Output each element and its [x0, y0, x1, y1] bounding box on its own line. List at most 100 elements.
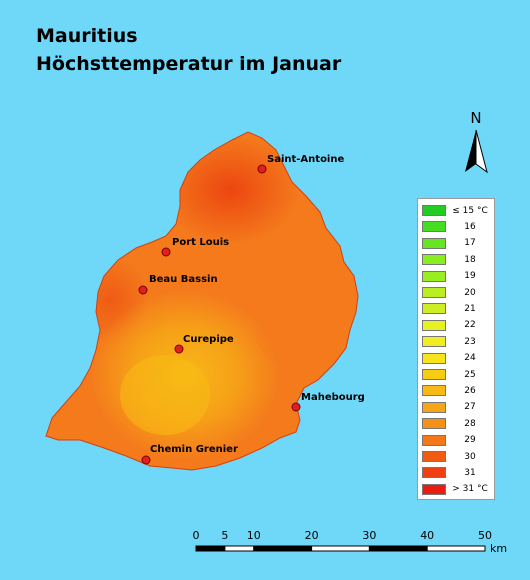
city-curepipe[interactable]: Curepipe — [174, 334, 234, 354]
city-marker[interactable] — [291, 402, 301, 412]
temperature-zone-east — [255, 290, 345, 370]
legend-item: 16 — [422, 219, 494, 234]
scale-tick-label: 10 — [247, 529, 261, 542]
legend-swatch — [422, 483, 446, 495]
legend-item: 26 — [422, 383, 494, 398]
legend-swatch — [422, 418, 446, 430]
legend-swatch — [422, 221, 446, 233]
legend-label: 30 — [464, 451, 476, 462]
north-label: N — [470, 109, 481, 127]
legend-swatch — [422, 336, 446, 348]
legend-item: 19 — [422, 269, 494, 284]
temperature-zone-north-hot — [160, 135, 300, 245]
city-label-curepipe: Curepipe — [183, 334, 234, 345]
legend-label: 16 — [464, 221, 476, 232]
scale-segment — [253, 545, 313, 552]
city-saint-antoine[interactable]: Saint-Antoine — [257, 154, 344, 174]
scale-tick-label: 20 — [305, 529, 319, 542]
city-marker[interactable] — [161, 247, 171, 257]
legend-swatch — [422, 319, 446, 331]
legend-item: 21 — [422, 301, 494, 316]
legend-swatch — [422, 352, 446, 364]
legend-label: 20 — [464, 287, 476, 298]
title-subject: Höchsttemperatur im Januar — [36, 53, 342, 75]
legend-label: 17 — [464, 238, 476, 249]
legend-item: ≤ 15 °C — [422, 203, 494, 218]
legend-label: 25 — [464, 369, 476, 380]
legend-item: 31 — [422, 465, 494, 480]
scale-tick-label: 40 — [420, 529, 434, 542]
city-mahebourg[interactable]: Mahebourg — [291, 392, 365, 412]
legend-label: 18 — [464, 254, 476, 265]
scale-segment — [195, 545, 226, 552]
legend-item: 29 — [422, 433, 494, 448]
legend-label: 22 — [464, 320, 476, 331]
city-marker[interactable] — [174, 344, 184, 354]
city-label-saint-antoine: Saint-Antoine — [267, 154, 344, 165]
legend-item: 25 — [422, 367, 494, 382]
legend-swatch — [422, 254, 446, 266]
legend-label: 26 — [464, 385, 476, 396]
city-beau-bassin[interactable]: Beau Bassin — [138, 274, 218, 295]
legend-item: 24 — [422, 351, 494, 366]
city-label-chemin-grenier: Chemin Grenier — [150, 444, 238, 455]
legend-label: 24 — [464, 353, 476, 364]
city-port-louis[interactable]: Port Louis — [161, 237, 229, 257]
legend-swatch — [422, 467, 446, 479]
island-mauritius — [45, 131, 359, 471]
title-country: Mauritius — [36, 25, 138, 47]
legend-swatch — [422, 434, 446, 446]
city-marker[interactable] — [141, 455, 151, 465]
legend-label: 29 — [464, 435, 476, 446]
scale-segment — [426, 545, 486, 552]
legend-swatch — [422, 369, 446, 380]
legend-label: 27 — [464, 402, 476, 413]
city-chemin-grenier[interactable]: Chemin Grenier — [141, 444, 238, 465]
legend-label: 31 — [464, 467, 476, 478]
scale-tick-label: 0 — [193, 529, 200, 542]
scale-bar: 0 5 10 20 30 40 50 km — [190, 524, 520, 564]
legend-swatch — [422, 303, 446, 315]
legend-item: 22 — [422, 318, 494, 333]
temperature-legend: ≤ 15 °C 16 17 18 19 20 21 22 23 24 25 26 27 28 29 30 31 >… — [417, 198, 495, 500]
legend-item: 30 — [422, 449, 494, 464]
scale-segment — [311, 545, 370, 552]
legend-item: 17 — [422, 236, 494, 251]
coastline — [45, 131, 359, 471]
scale-segment — [224, 545, 255, 552]
legend-label: ≤ 15 °C — [452, 205, 488, 216]
legend-swatch — [422, 451, 446, 462]
legend-swatch — [422, 401, 446, 413]
legend-item: 20 — [422, 285, 494, 300]
scale-unit-label: km — [490, 542, 507, 555]
temperature-zone-central-core — [120, 355, 210, 435]
legend-item: 27 — [422, 400, 494, 415]
legend-swatch — [422, 205, 446, 216]
scale-tick-label: 30 — [362, 529, 376, 542]
city-label-beau-bassin: Beau Bassin — [149, 274, 218, 285]
legend-label: 23 — [464, 336, 476, 347]
legend-label: 19 — [464, 271, 476, 282]
city-marker[interactable] — [138, 285, 148, 295]
legend-swatch — [422, 237, 446, 249]
legend-item: 23 — [422, 334, 494, 349]
map-title: Mauritius Höchsttemperatur im Januar — [36, 22, 341, 78]
legend-swatch — [422, 270, 446, 282]
scale-tick-label: 50 — [478, 529, 492, 542]
legend-item: 28 — [422, 416, 494, 431]
north-arrow-icon: N — [465, 109, 488, 174]
legend-label: 21 — [464, 303, 476, 314]
legend-item: > 31 °C — [422, 482, 494, 497]
scale-tick-label: 5 — [221, 529, 228, 542]
legend-label: 28 — [464, 418, 476, 429]
city-label-mahebourg: Mahebourg — [301, 392, 365, 403]
legend-item: 18 — [422, 252, 494, 267]
scale-segment — [368, 545, 428, 552]
north-arrow: N — [460, 108, 492, 176]
legend-swatch — [422, 385, 446, 397]
legend-label: > 31 °C — [452, 484, 488, 495]
city-marker[interactable] — [257, 164, 267, 174]
legend-swatch — [422, 287, 446, 298]
